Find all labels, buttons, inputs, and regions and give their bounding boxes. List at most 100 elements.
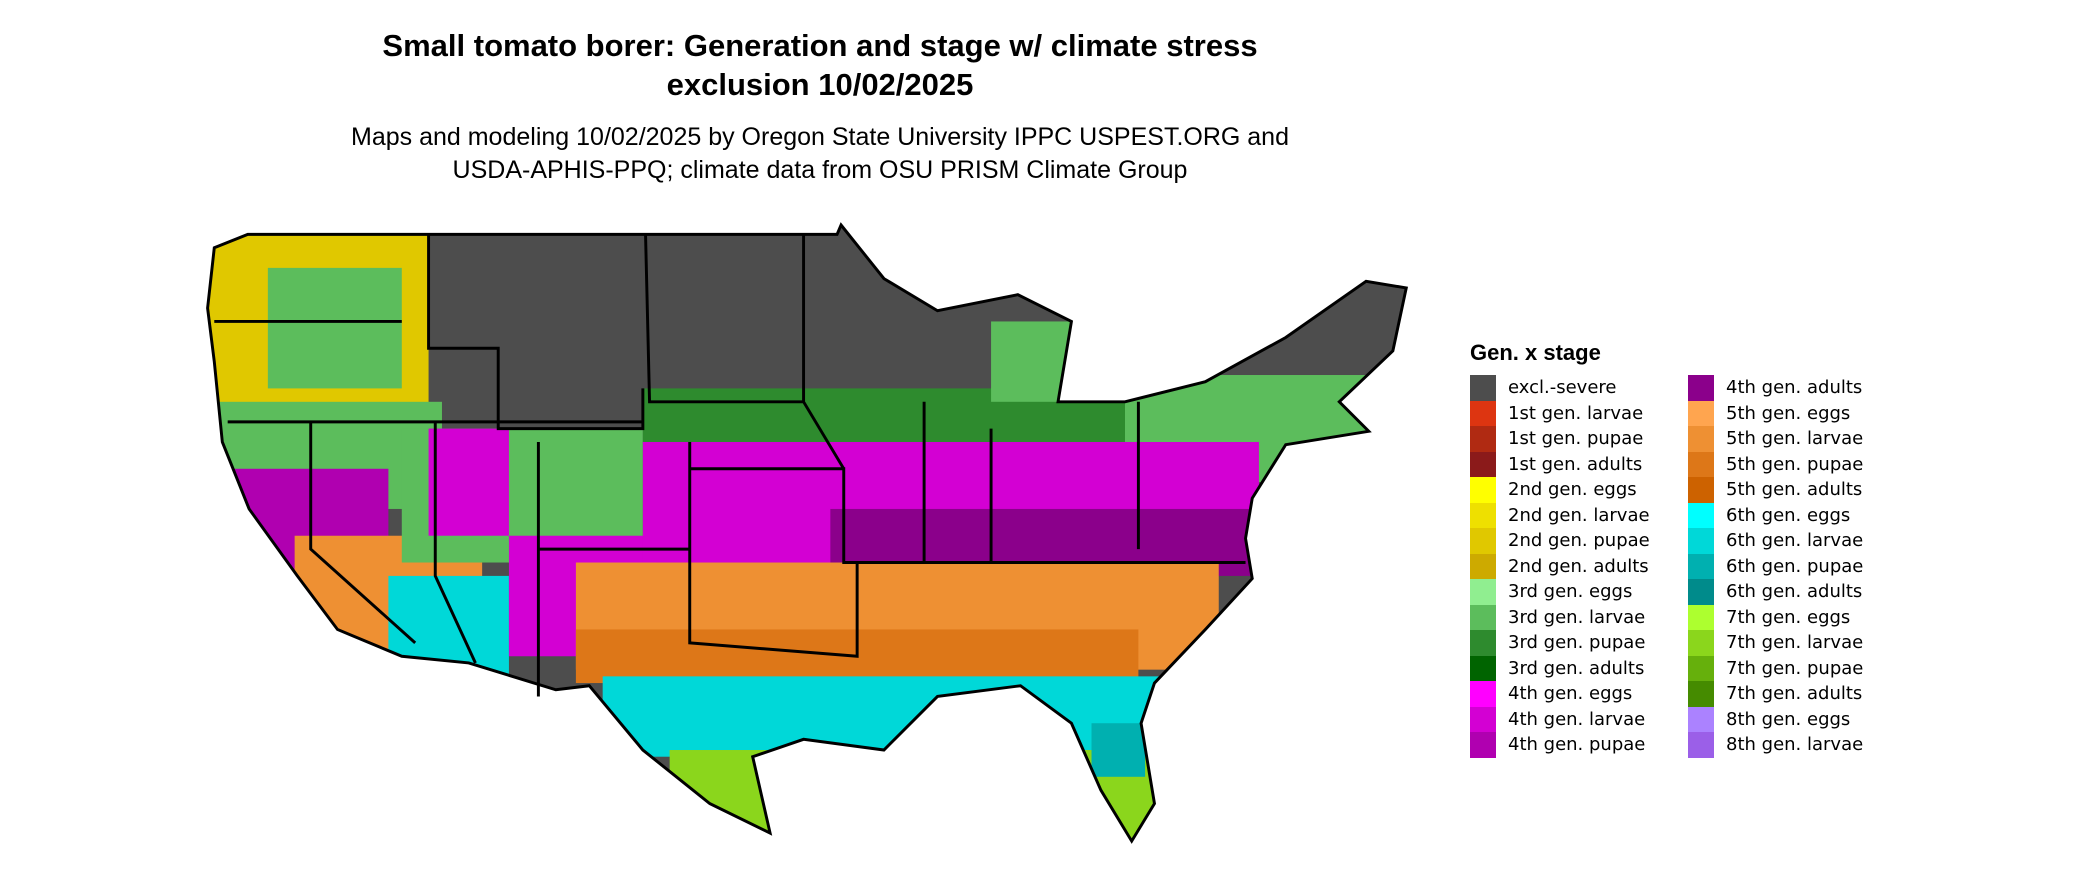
legend-item: 2nd gen. eggs [1470, 477, 1688, 503]
legend-label: 3rd gen. eggs [1508, 581, 1633, 603]
legend-title: Gen. x stage [1470, 340, 1601, 365]
legend-label: 7th gen. adults [1726, 683, 1863, 705]
legend-item: 7th gen. adults [1688, 681, 1906, 707]
legend-label: excl.-severe [1508, 377, 1617, 399]
legend-label: 3rd gen. larvae [1508, 606, 1646, 628]
legend-label: 8th gen. larvae [1726, 734, 1864, 756]
legend-swatch [1688, 451, 1714, 477]
legend-swatch [1688, 579, 1714, 605]
legend-label: 5th gen. larvae [1726, 428, 1864, 450]
legend-item: 3rd gen. larvae [1470, 604, 1688, 630]
legend-item: 1st gen. adults [1470, 451, 1688, 477]
legend-item: 1st gen. larvae [1470, 400, 1688, 426]
generation-stage-raster [207, 225, 1407, 842]
legend-label: 6th gen. adults [1726, 581, 1863, 603]
legend-swatch [1470, 426, 1496, 452]
legend-label: 2nd gen. adults [1508, 555, 1649, 577]
legend-item: 6th gen. larvae [1688, 528, 1906, 554]
map-subtitle-line1: Maps and modeling 10/02/2025 by Oregon S… [351, 123, 1289, 151]
legend-item: 1st gen. pupae [1470, 426, 1688, 452]
legend-label: 6th gen. eggs [1726, 504, 1851, 526]
legend-item: 3rd gen. pupae [1470, 630, 1688, 656]
legend-column: 4th gen. adults 5th gen. eggs 5th gen. lar… [1688, 375, 1906, 758]
legend-label: 7th gen. eggs [1726, 606, 1851, 628]
legend-swatch [1688, 502, 1714, 528]
legend: Gen. x stage excl.-severe 1st gen. larvae… [1470, 340, 1906, 758]
legend-label: 5th gen. adults [1726, 479, 1863, 501]
legend-swatch [1688, 528, 1714, 554]
legend-label: 4th gen. pupae [1508, 734, 1646, 756]
legend-item: 6th gen. pupae [1688, 553, 1906, 579]
legend-item: 5th gen. eggs [1688, 400, 1906, 426]
legend-swatch [1470, 400, 1496, 426]
legend-swatch [1470, 451, 1496, 477]
legend-swatch [1688, 400, 1714, 426]
legend-item: 7th gen. pupae [1688, 655, 1906, 681]
map-title-line1: Small tomato borer: Generation and stage… [382, 28, 1258, 63]
legend-swatch [1470, 553, 1496, 579]
legend-label: 6th gen. pupae [1726, 555, 1864, 577]
legend-swatch [1688, 681, 1714, 707]
legend-label: 8th gen. eggs [1726, 708, 1851, 730]
legend-item: 8th gen. eggs [1688, 706, 1906, 732]
legend-item: excl.-severe [1470, 375, 1688, 401]
legend-swatch [1688, 630, 1714, 656]
legend-swatch [1688, 553, 1714, 579]
legend-item: 5th gen. larvae [1688, 426, 1906, 452]
legend-label: 1st gen. adults [1508, 453, 1643, 475]
legend-item: 3rd gen. adults [1470, 655, 1688, 681]
legend-item: 6th gen. adults [1688, 579, 1906, 605]
legend-item: 4th gen. eggs [1470, 681, 1688, 707]
legend-label: 2nd gen. eggs [1508, 479, 1637, 501]
legend-item: 7th gen. eggs [1688, 604, 1906, 630]
legend-label: 7th gen. pupae [1726, 657, 1864, 679]
legend-label: 5th gen. eggs [1726, 402, 1851, 424]
legend-swatch [1688, 706, 1714, 732]
legend-label: 4th gen. eggs [1508, 683, 1633, 705]
state-borders [206, 223, 1408, 843]
legend-label: 2nd gen. pupae [1508, 530, 1650, 552]
legend-item: 3rd gen. eggs [1470, 579, 1688, 605]
legend-swatch [1470, 681, 1496, 707]
legend-label: 2nd gen. larvae [1508, 504, 1650, 526]
legend-label: 4th gen. larvae [1508, 708, 1646, 730]
legend-columns: excl.-severe 1st gen. larvae 1st gen. pupa… [1470, 375, 1906, 758]
legend-item: 5th gen. adults [1688, 477, 1906, 503]
legend-item: 7th gen. larvae [1688, 630, 1906, 656]
legend-label: 1st gen. larvae [1508, 402, 1644, 424]
legend-item: 6th gen. eggs [1688, 502, 1906, 528]
legend-item: 8th gen. larvae [1688, 732, 1906, 758]
legend-label: 5th gen. pupae [1726, 453, 1864, 475]
legend-item: 4th gen. adults [1688, 375, 1906, 401]
legend-item: 4th gen. larvae [1470, 706, 1688, 732]
legend-item: 5th gen. pupae [1688, 451, 1906, 477]
legend-swatch [1688, 426, 1714, 452]
legend-label: 3rd gen. adults [1508, 657, 1645, 679]
legend-swatch [1470, 655, 1496, 681]
legend-label: 4th gen. adults [1726, 377, 1863, 399]
legend-swatch [1470, 579, 1496, 605]
legend-swatch [1688, 477, 1714, 503]
legend-swatch [1470, 604, 1496, 630]
legend-swatch [1688, 732, 1714, 758]
legend-label: 3rd gen. pupae [1508, 632, 1646, 654]
legend-item: 2nd gen. larvae [1470, 502, 1688, 528]
map-subtitle-line2: USDA-APHIS-PPQ; climate data from OSU PR… [452, 156, 1188, 184]
legend-swatch [1470, 732, 1496, 758]
legend-swatch [1688, 375, 1714, 401]
legend-swatch [1470, 375, 1496, 401]
legend-label: 7th gen. larvae [1726, 632, 1864, 654]
legend-label: 6th gen. larvae [1726, 530, 1864, 552]
legend-swatch [1688, 655, 1714, 681]
legend-item: 2nd gen. adults [1470, 553, 1688, 579]
legend-swatch [1470, 630, 1496, 656]
legend-item: 4th gen. pupae [1470, 732, 1688, 758]
legend-swatch [1470, 706, 1496, 732]
legend-swatch [1688, 604, 1714, 630]
legend-swatch [1470, 502, 1496, 528]
legend-swatch [1470, 528, 1496, 554]
legend-column: excl.-severe 1st gen. larvae 1st gen. pupa… [1470, 375, 1688, 758]
map-title-line2: exclusion 10/02/2025 [666, 67, 974, 102]
